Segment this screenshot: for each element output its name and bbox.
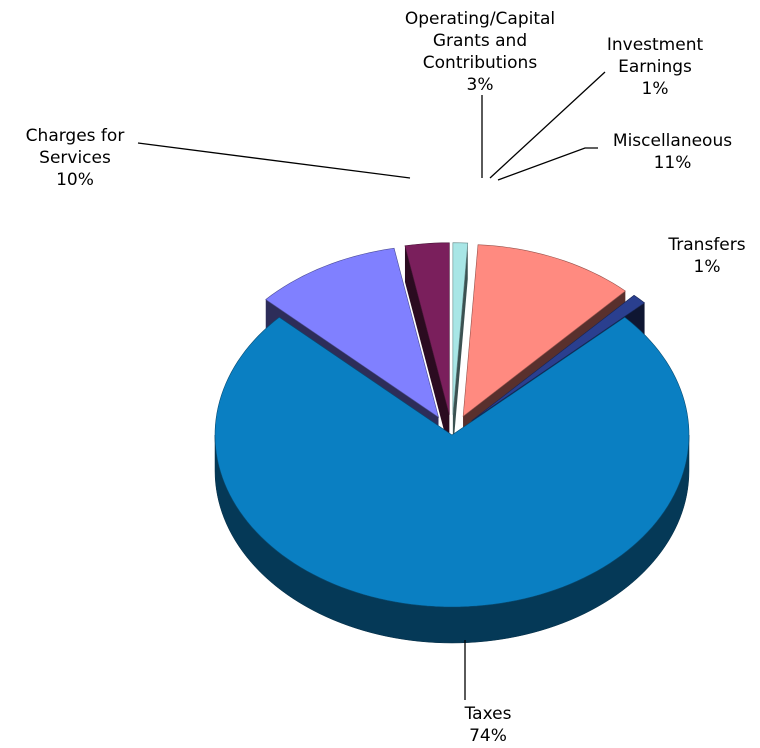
- label-name: Charges for Services: [25, 126, 125, 168]
- slice-label: Operating/Capital Grants and Contributio…: [380, 8, 580, 96]
- label-name: Operating/Capital Grants and Contributio…: [404, 9, 556, 73]
- slice-label: Miscellaneous 11%: [595, 130, 750, 174]
- slice-label: Taxes 74%: [418, 703, 558, 747]
- label-name: Investment Earnings: [606, 35, 704, 77]
- label-value: 1%: [641, 79, 669, 99]
- label-value: 3%: [466, 75, 494, 95]
- slice-label: Charges for Services 10%: [5, 125, 145, 191]
- slice-label: Investment Earnings 1%: [590, 34, 720, 100]
- leader-line: [497, 147, 598, 181]
- slice-cut: [404, 245, 450, 451]
- label-value: 10%: [56, 170, 94, 190]
- label-value: 74%: [469, 726, 507, 746]
- slice: [452, 242, 469, 415]
- leader-line: [137, 142, 411, 179]
- slice-cut: [452, 243, 468, 451]
- leader-line: [489, 71, 606, 179]
- slice-label: Transfers 1%: [647, 234, 760, 278]
- slice: [462, 244, 626, 418]
- slice: [471, 294, 646, 421]
- slice: [214, 316, 690, 608]
- slice: [265, 247, 440, 418]
- label-value: 11%: [653, 153, 692, 173]
- label-name: Transfers: [668, 235, 746, 255]
- label-value: 1%: [693, 257, 721, 277]
- slices: [214, 242, 690, 644]
- label-name: Taxes: [464, 704, 512, 724]
- label-name: Miscellaneous: [612, 131, 733, 151]
- slice: [404, 242, 450, 415]
